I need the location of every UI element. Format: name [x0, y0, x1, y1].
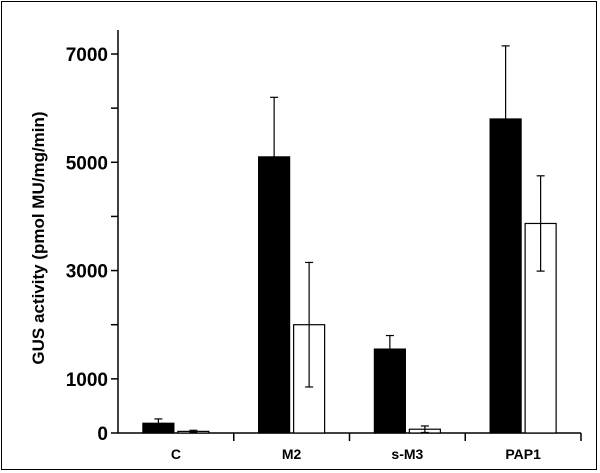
y-axis-title: GUS activity (pmol MU/mg/min) [29, 111, 48, 364]
x-tick-label: C [171, 446, 181, 462]
bar-series-1 [373, 348, 406, 434]
y-tick-label: 5000 [66, 153, 108, 174]
y-tick-label: 1000 [66, 370, 108, 391]
plot-area: 0 1000 3000 5000 7000 C M2 s-M3 PAP1 [66, 30, 582, 462]
bar-series-1 [142, 422, 175, 434]
bar-series-1 [258, 156, 291, 434]
y-tick-label: 3000 [66, 262, 108, 283]
y-tick-label: 0 [97, 424, 108, 445]
x-tick-label: PAP1 [505, 446, 541, 462]
x-tick-label: M2 [282, 446, 302, 462]
x-tick-label: s-M3 [391, 446, 423, 462]
y-tick-label: 7000 [66, 45, 108, 66]
bar-series-1 [489, 118, 522, 434]
